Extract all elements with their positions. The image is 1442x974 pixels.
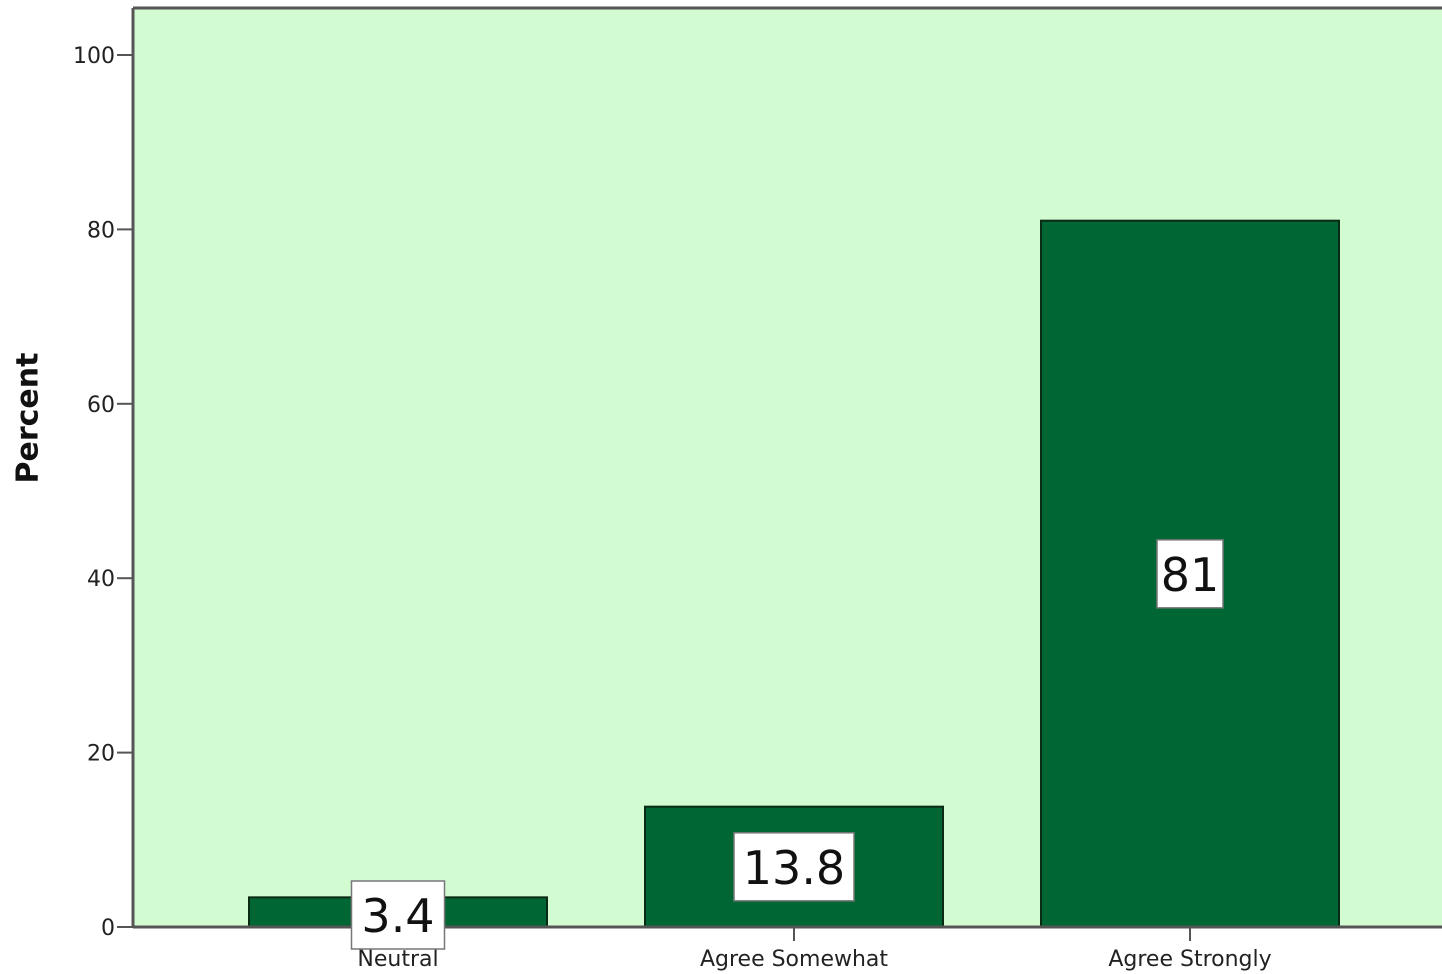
data-label: 3.4	[361, 889, 434, 943]
y-ticks-group: 0 20 40 60 80 100	[73, 44, 133, 941]
y-tick-label: 20	[87, 742, 115, 767]
data-labels-group: 3.4 13.8 81	[350, 539, 1224, 950]
x-category-label: Neutral	[357, 947, 438, 972]
data-label-box	[1156, 539, 1224, 609]
data-label-box	[350, 880, 446, 950]
x-category-label: Agree Somewhat	[700, 947, 888, 972]
x-category-label: Agree Strongly	[1108, 947, 1271, 972]
x-categories-group: Neutral Agree Somewhat Agree Strongly	[357, 927, 1272, 972]
y-tick-label: 80	[87, 218, 115, 243]
y-tick-label: 60	[87, 393, 115, 418]
y-tick-label: 0	[101, 916, 115, 941]
y-tick-label: 100	[73, 44, 115, 69]
y-tick-label: 40	[87, 567, 115, 592]
data-label-box	[733, 832, 855, 902]
data-label: 81	[1161, 548, 1220, 602]
data-label: 13.8	[743, 841, 845, 895]
